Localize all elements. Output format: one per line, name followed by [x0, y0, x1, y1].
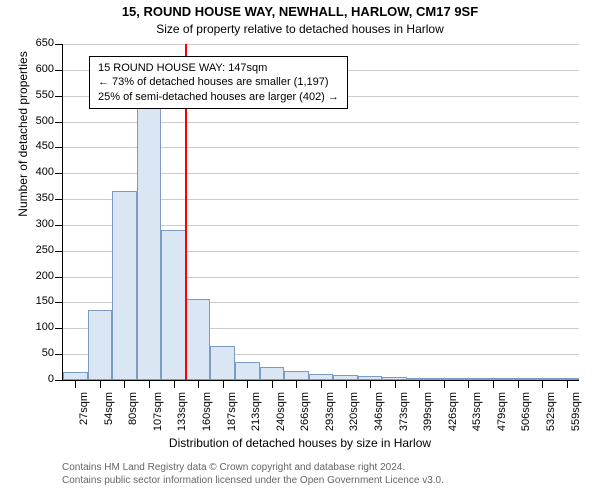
y-tick [55, 70, 63, 71]
x-tick [370, 380, 371, 388]
x-tick-label: 426sqm [447, 392, 459, 431]
y-tick-label: 500 [26, 115, 54, 127]
y-tick [55, 173, 63, 174]
y-tick-label: 50 [26, 347, 54, 359]
x-tick-label: 213sqm [250, 392, 262, 431]
x-tick-label: 240sqm [275, 392, 287, 431]
annotation-box: 15 ROUND HOUSE WAY: 147sqm ← 73% of deta… [89, 56, 348, 109]
plot-area: 15 ROUND HOUSE WAY: 147sqm ← 73% of deta… [62, 44, 579, 381]
y-tick-label: 150 [26, 295, 54, 307]
histogram-bar [88, 310, 113, 380]
y-tick [55, 147, 63, 148]
x-tick [468, 380, 469, 388]
x-tick [75, 380, 76, 388]
x-tick [419, 380, 420, 388]
x-tick-label: 479sqm [496, 392, 508, 431]
y-tick [55, 380, 63, 381]
x-tick [100, 380, 101, 388]
x-axis-label: Distribution of detached houses by size … [0, 436, 600, 450]
x-tick [395, 380, 396, 388]
x-tick [296, 380, 297, 388]
y-tick-label: 650 [26, 37, 54, 49]
x-tick [542, 380, 543, 388]
x-tick [346, 380, 347, 388]
x-tick [493, 380, 494, 388]
y-tick [55, 354, 63, 355]
x-tick [567, 380, 568, 388]
x-tick [174, 380, 175, 388]
y-tick [55, 44, 63, 45]
annotation-line-2: ← 73% of detached houses are smaller (1,… [98, 75, 339, 89]
x-tick-label: 293sqm [324, 392, 336, 431]
x-tick-label: 453sqm [471, 392, 483, 431]
histogram-bar [210, 346, 235, 380]
gridline [63, 44, 579, 45]
x-tick-label: 187sqm [226, 392, 238, 431]
histogram-bar [235, 362, 260, 380]
chart-container: 15, ROUND HOUSE WAY, NEWHALL, HARLOW, CM… [0, 0, 600, 500]
y-tick [55, 251, 63, 252]
y-tick-label: 600 [26, 63, 54, 75]
x-tick-label: 160sqm [201, 392, 213, 431]
y-tick-label: 250 [26, 244, 54, 256]
y-tick-label: 300 [26, 218, 54, 230]
y-tick-label: 450 [26, 140, 54, 152]
x-tick-label: 346sqm [373, 392, 385, 431]
y-tick [55, 328, 63, 329]
histogram-bar [186, 299, 211, 380]
x-tick-label: 506sqm [521, 392, 533, 431]
x-tick-label: 27sqm [78, 392, 90, 425]
y-tick [55, 199, 63, 200]
x-tick [149, 380, 150, 388]
x-tick [124, 380, 125, 388]
footer-line-2: Contains public sector information licen… [62, 475, 444, 488]
x-tick-label: 532sqm [545, 392, 557, 431]
x-tick-label: 373sqm [398, 392, 410, 431]
y-tick-label: 100 [26, 321, 54, 333]
y-tick [55, 122, 63, 123]
x-tick-label: 80sqm [127, 392, 139, 425]
y-tick-label: 400 [26, 166, 54, 178]
x-tick-label: 54sqm [103, 392, 115, 425]
x-tick-label: 107sqm [152, 392, 164, 431]
histogram-bar [284, 371, 309, 380]
x-tick [247, 380, 248, 388]
footer-line-1: Contains HM Land Registry data © Crown c… [62, 462, 444, 475]
x-tick [444, 380, 445, 388]
y-tick [55, 96, 63, 97]
x-tick [518, 380, 519, 388]
x-tick-label: 133sqm [177, 392, 189, 431]
x-tick [198, 380, 199, 388]
x-tick [321, 380, 322, 388]
x-tick-label: 399sqm [422, 392, 434, 431]
y-tick [55, 225, 63, 226]
x-tick-label: 559sqm [570, 392, 582, 431]
histogram-bar [63, 372, 88, 380]
histogram-bar [137, 85, 162, 380]
y-tick [55, 302, 63, 303]
x-tick [223, 380, 224, 388]
annotation-line-3: 25% of semi-detached houses are larger (… [98, 90, 339, 104]
histogram-bar [260, 367, 285, 380]
y-tick-label: 550 [26, 89, 54, 101]
histogram-bar [112, 191, 137, 380]
y-tick-label: 0 [26, 373, 54, 385]
x-tick-label: 266sqm [299, 392, 311, 431]
y-tick-label: 350 [26, 192, 54, 204]
footer-text: Contains HM Land Registry data © Crown c… [62, 462, 444, 487]
y-tick-label: 200 [26, 270, 54, 282]
x-tick-label: 320sqm [349, 392, 361, 431]
y-tick [55, 277, 63, 278]
chart-subtitle: Size of property relative to detached ho… [0, 22, 600, 36]
x-tick [272, 380, 273, 388]
chart-title: 15, ROUND HOUSE WAY, NEWHALL, HARLOW, CM… [0, 4, 600, 19]
histogram-bar [161, 230, 186, 380]
annotation-line-1: 15 ROUND HOUSE WAY: 147sqm [98, 61, 339, 75]
